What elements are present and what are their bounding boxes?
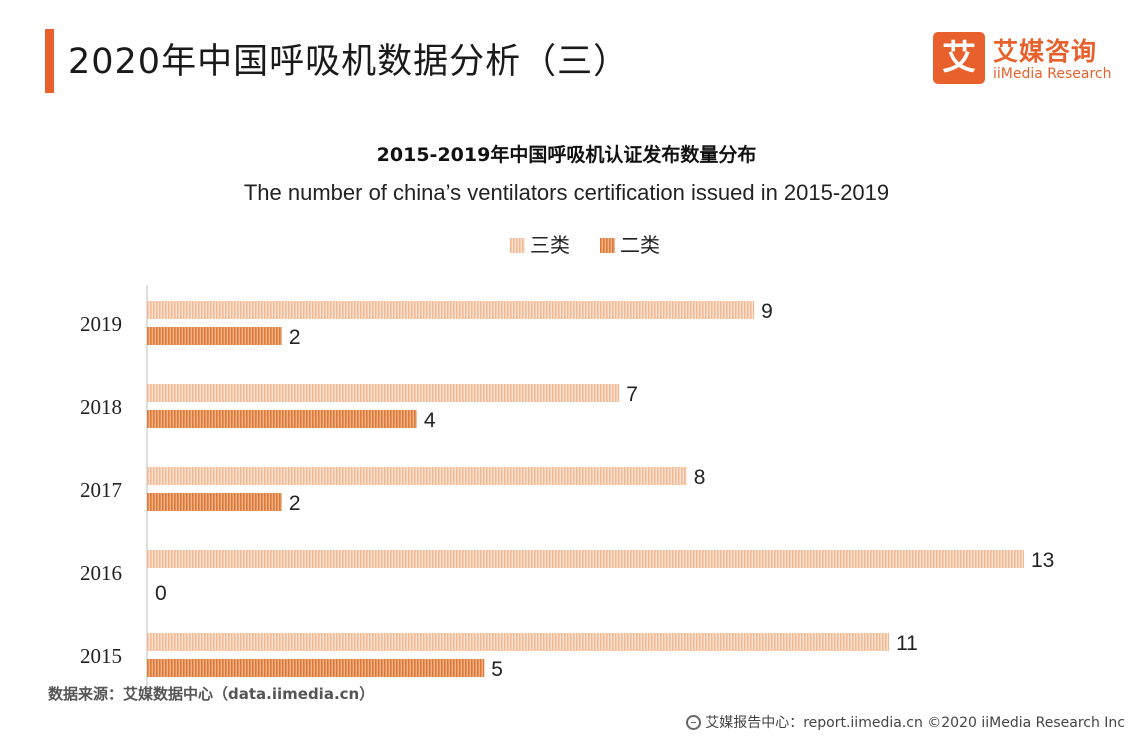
bar-2019-series-0 <box>147 301 755 319</box>
legend-swatch-0 <box>510 238 525 253</box>
logo-name-cn: 艾媒咨询 <box>993 37 1098 66</box>
footer-text: 艾媒报告中心：report.iimedia.cn ©2020 iiMedia R… <box>705 715 1125 731</box>
logo-mark: 艾 <box>933 32 985 84</box>
chart-title: 2015-2019年中国呼吸机认证发布数量分布 <box>376 144 757 166</box>
brand-logo: 艾 艾媒咨询 iiMedia Research <box>933 32 1113 90</box>
data-label-2015-series-1: 5 <box>491 658 503 681</box>
data-label-2017-series-0: 8 <box>694 466 706 489</box>
globe-icon <box>686 714 702 730</box>
data-label-2018-series-0: 7 <box>626 383 638 406</box>
bar-2017-series-0 <box>147 467 687 485</box>
data-source: 数据来源：艾媒数据中心（data.iimedia.cn） <box>48 685 375 703</box>
category-label-2019: 2019 <box>80 312 122 336</box>
chart-subtitle: The number of china’s ventilators certif… <box>243 180 890 205</box>
bar-2017-series-1 <box>147 493 282 511</box>
logo-name-en: iiMedia Research <box>993 66 1112 82</box>
legend-label-0: 三类 <box>530 233 570 257</box>
category-label-2017: 2017 <box>80 478 122 502</box>
data-label-2016-series-1: 0 <box>155 582 167 605</box>
bar-2015-series-1 <box>147 659 485 677</box>
category-label-2018: 2018 <box>80 395 122 419</box>
bar-chart: 三类 二类 2019 9 2 2018 7 4 2017 8 2 2016 13 0 2015 11 5 <box>80 233 1054 690</box>
bar-2018-series-1 <box>147 410 417 428</box>
data-label-2017-series-1: 2 <box>289 492 301 515</box>
page-title: 2020年中国呼吸机数据分析（三） <box>68 42 630 82</box>
data-label-2016-series-0: 13 <box>1031 549 1054 572</box>
bar-2019-series-1 <box>147 327 282 345</box>
category-label-2016: 2016 <box>80 561 122 585</box>
bar-2018-series-0 <box>147 384 620 402</box>
category-label-2015: 2015 <box>80 644 122 668</box>
footer: 艾媒报告中心：report.iimedia.cn ©2020 iiMedia R… <box>686 712 1125 732</box>
data-label-2019-series-1: 2 <box>289 326 301 349</box>
bar-2016-series-0 <box>147 550 1024 568</box>
legend-swatch-1 <box>600 238 615 253</box>
logo-mark-text: 艾 <box>942 38 976 78</box>
data-label-2015-series-0: 11 <box>896 632 918 655</box>
data-label-2018-series-1: 4 <box>424 409 436 432</box>
title-accent-bar <box>45 29 54 93</box>
data-label-2019-series-0: 9 <box>761 300 773 323</box>
bar-2015-series-0 <box>147 633 890 651</box>
legend-label-1: 二类 <box>620 233 660 257</box>
